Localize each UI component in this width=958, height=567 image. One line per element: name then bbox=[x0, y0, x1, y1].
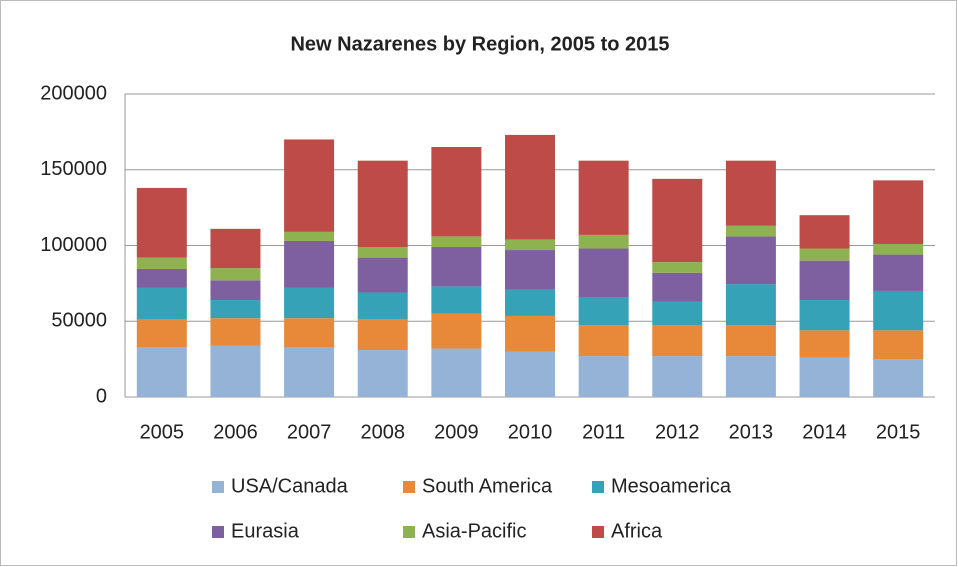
x-tick-label: 2009 bbox=[434, 421, 479, 443]
x-tick-label: 2010 bbox=[508, 421, 553, 443]
bar-segment bbox=[431, 247, 482, 287]
legend-label: Mesoamerica bbox=[611, 475, 732, 497]
bar-segment bbox=[505, 250, 555, 290]
bar-segment bbox=[136, 268, 187, 288]
bar-segment bbox=[210, 300, 261, 319]
bar-segment bbox=[505, 239, 555, 251]
bar-segment bbox=[578, 160, 629, 235]
x-tick-label: 2014 bbox=[802, 421, 847, 443]
bar-segment bbox=[873, 330, 924, 360]
bar-segment bbox=[725, 160, 776, 226]
bar-segment bbox=[799, 357, 850, 397]
y-tick-label: 0 bbox=[96, 385, 107, 407]
bar-segment bbox=[505, 134, 555, 240]
bar-segment bbox=[578, 234, 629, 249]
legend-label: Asia-Pacific bbox=[422, 520, 526, 542]
bar-segment bbox=[136, 187, 187, 258]
bar-segment bbox=[873, 359, 924, 397]
legend-label: USA/Canada bbox=[231, 475, 349, 497]
bar-segment bbox=[652, 356, 703, 397]
legend-swatch bbox=[212, 526, 224, 538]
y-tick-label: 200000 bbox=[40, 82, 107, 104]
bar-segment bbox=[431, 286, 482, 314]
bar-segment bbox=[799, 260, 850, 301]
bar-segment bbox=[136, 318, 187, 348]
bar-segment bbox=[799, 248, 850, 261]
x-tick-label: 2008 bbox=[360, 421, 405, 443]
bar-segment bbox=[578, 325, 629, 357]
bar-segment bbox=[652, 178, 703, 263]
bar-segment bbox=[799, 300, 850, 331]
x-tick-label: 2012 bbox=[655, 421, 700, 443]
y-tick-label: 150000 bbox=[40, 158, 107, 180]
bar-segment bbox=[210, 318, 261, 346]
bar-segment bbox=[210, 268, 261, 281]
bar-segment bbox=[284, 287, 335, 319]
bar-segment bbox=[136, 257, 187, 269]
bar-segment bbox=[210, 228, 261, 269]
bar-segment bbox=[284, 240, 335, 288]
bar-segment bbox=[725, 284, 776, 326]
bar-segment bbox=[357, 257, 408, 293]
chart-title: New Nazarenes by Region, 2005 to 2015 bbox=[290, 33, 669, 55]
bar-segment bbox=[725, 236, 776, 285]
bar-segment bbox=[652, 262, 703, 273]
legend-swatch bbox=[403, 481, 415, 493]
bar-segment bbox=[210, 345, 261, 397]
bar-segment bbox=[578, 356, 629, 397]
bar-segment bbox=[652, 325, 703, 357]
legend-swatch bbox=[403, 526, 415, 538]
bar-segment bbox=[431, 313, 482, 349]
bar-segment bbox=[725, 225, 776, 237]
bar-segment bbox=[357, 350, 408, 397]
bar-segment bbox=[799, 215, 850, 249]
bar-segment bbox=[357, 292, 408, 319]
bar-segment bbox=[725, 325, 776, 357]
legend-label: South America bbox=[422, 475, 553, 497]
bar-segment bbox=[799, 330, 850, 358]
legend-label: Africa bbox=[611, 520, 663, 542]
bar-segment bbox=[873, 243, 924, 255]
bar-segment bbox=[431, 147, 482, 237]
bar-segment bbox=[652, 272, 703, 302]
legend-label: Eurasia bbox=[231, 520, 300, 542]
y-tick-label: 50000 bbox=[51, 310, 107, 332]
bar-segment bbox=[873, 290, 924, 331]
bar-segment bbox=[873, 180, 924, 244]
x-tick-label: 2005 bbox=[140, 421, 185, 443]
bar-segment bbox=[136, 287, 187, 319]
bar-segment bbox=[725, 356, 776, 397]
x-tick-label: 2011 bbox=[582, 421, 625, 443]
bar-segment bbox=[505, 289, 555, 316]
bar-segment bbox=[652, 301, 703, 326]
bar-segment bbox=[136, 347, 187, 397]
x-tick-label: 2006 bbox=[213, 421, 258, 443]
x-tick-label: 2013 bbox=[729, 421, 774, 443]
x-tick-label: 2007 bbox=[287, 421, 332, 443]
x-tick-label: 2015 bbox=[876, 421, 921, 443]
bar-segment bbox=[431, 236, 482, 248]
bar-segment bbox=[578, 248, 629, 298]
bar-segment bbox=[210, 280, 261, 301]
y-tick-label: 100000 bbox=[40, 234, 107, 256]
bar-segment bbox=[284, 231, 335, 241]
bar-segment bbox=[284, 347, 335, 397]
bar-segment bbox=[505, 351, 555, 397]
legend-swatch bbox=[592, 481, 604, 493]
bar-segment bbox=[505, 315, 555, 352]
bar-segment bbox=[357, 318, 408, 351]
bar-segment bbox=[431, 348, 482, 397]
legend-swatch bbox=[592, 526, 604, 538]
bar-segment bbox=[873, 254, 924, 291]
bar-segment bbox=[357, 247, 408, 258]
bar-segment bbox=[357, 160, 408, 248]
legend-swatch bbox=[212, 481, 224, 493]
bar-segment bbox=[284, 139, 335, 232]
bar-segment bbox=[578, 297, 629, 326]
bar-segment bbox=[284, 318, 335, 348]
